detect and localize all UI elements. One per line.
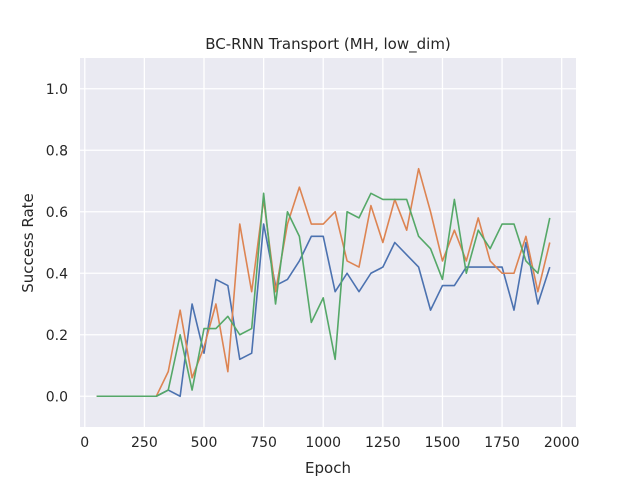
y-tick-label: 0.6 <box>46 205 68 221</box>
series-line-2 <box>96 167 551 398</box>
grid <box>80 58 576 427</box>
x-tick-label: 2000 <box>544 435 580 451</box>
x-tick-label: 0 <box>80 435 89 451</box>
series-line-3 <box>96 192 551 398</box>
x-tick-label: 1500 <box>425 435 461 451</box>
x-tick-label: 250 <box>131 435 158 451</box>
x-tick-label: 1750 <box>484 435 520 451</box>
x-axis-label: Epoch <box>305 459 351 477</box>
x-tick-label: 750 <box>250 435 277 451</box>
series-layer <box>96 167 551 398</box>
chart-title: BC-RNN Transport (MH, low_dim) <box>205 35 451 54</box>
y-tick-label: 0.0 <box>46 389 68 405</box>
tick-labels: 0 250 500 750 1000 1250 1500 1750 2000 0.0 0.2 0.4 0… <box>46 82 580 451</box>
y-tick-label: 0.4 <box>46 266 68 282</box>
x-tick-label: 1250 <box>365 435 401 451</box>
y-tick-label: 1.0 <box>46 82 68 98</box>
series-line-1 <box>96 223 551 398</box>
y-tick-label: 0.2 <box>46 328 68 344</box>
y-axis-label: Success Rate <box>19 193 37 293</box>
y-tick-label: 0.8 <box>46 143 68 159</box>
x-tick-label: 1000 <box>305 435 341 451</box>
x-tick-label: 500 <box>191 435 218 451</box>
